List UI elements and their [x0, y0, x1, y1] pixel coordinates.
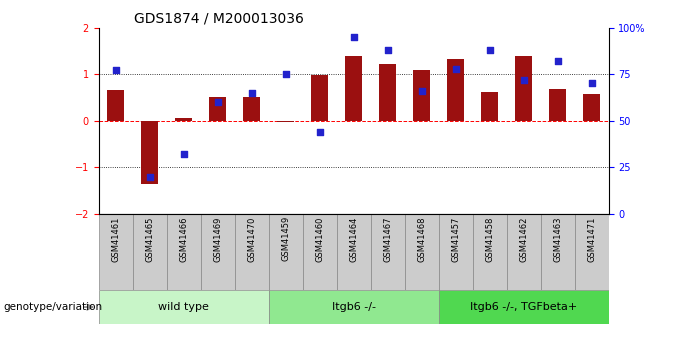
Point [144, 174, 155, 179]
Bar [413, 70, 430, 121]
Bar [515, 57, 532, 121]
Bar [379, 64, 396, 121]
Text: GSM41471: GSM41471 [587, 216, 596, 262]
Bar [311, 75, 328, 121]
Text: Itgb6 -/-: Itgb6 -/- [332, 302, 375, 312]
Bar [473, 214, 507, 290]
Bar [133, 214, 167, 290]
Point [110, 68, 121, 73]
Bar [481, 92, 498, 121]
Point [314, 129, 325, 135]
Text: GSM41466: GSM41466 [179, 216, 188, 262]
Text: GDS1874 / M200013036: GDS1874 / M200013036 [135, 11, 304, 25]
Text: GSM41462: GSM41462 [519, 216, 528, 262]
Bar [371, 214, 405, 290]
Point [280, 71, 291, 77]
Text: GSM41457: GSM41457 [451, 216, 460, 262]
Text: GSM41459: GSM41459 [281, 216, 290, 262]
Bar [201, 214, 235, 290]
Text: Itgb6 -/-, TGFbeta+: Itgb6 -/-, TGFbeta+ [470, 302, 577, 312]
Point [382, 47, 393, 53]
Text: GSM41470: GSM41470 [247, 216, 256, 262]
Text: GSM41458: GSM41458 [485, 216, 494, 262]
Text: GSM41464: GSM41464 [349, 216, 358, 262]
Bar [107, 90, 124, 121]
Bar [337, 214, 371, 290]
Text: GSM41469: GSM41469 [213, 216, 222, 262]
Bar [269, 290, 439, 324]
Text: GSM41467: GSM41467 [383, 216, 392, 262]
Point [416, 88, 427, 94]
Text: genotype/variation: genotype/variation [3, 302, 103, 312]
Bar [209, 97, 226, 121]
Bar [269, 214, 303, 290]
Bar [141, 121, 158, 184]
Point [586, 81, 597, 86]
Text: GSM41463: GSM41463 [553, 216, 562, 262]
Text: GSM41461: GSM41461 [111, 216, 120, 262]
Point [518, 77, 529, 82]
Point [246, 90, 257, 96]
Bar [405, 214, 439, 290]
Point [484, 47, 495, 53]
Bar [439, 290, 609, 324]
Bar [303, 214, 337, 290]
Bar [345, 57, 362, 121]
Bar [541, 214, 575, 290]
Point [552, 58, 563, 64]
Bar [277, 121, 294, 122]
Bar [99, 290, 269, 324]
Bar [235, 214, 269, 290]
Bar [583, 94, 600, 121]
Bar [243, 97, 260, 121]
Bar [549, 89, 566, 121]
Bar [447, 59, 464, 121]
Text: GSM41465: GSM41465 [145, 216, 154, 262]
Bar [175, 118, 192, 121]
Bar [99, 214, 133, 290]
Point [450, 66, 461, 71]
Text: GSM41460: GSM41460 [315, 216, 324, 262]
Point [178, 151, 189, 157]
Bar [167, 214, 201, 290]
Point [212, 99, 223, 105]
Bar [439, 214, 473, 290]
Bar [575, 214, 609, 290]
Text: GSM41468: GSM41468 [417, 216, 426, 262]
Bar [507, 214, 541, 290]
Text: wild type: wild type [158, 302, 209, 312]
Point [348, 34, 359, 40]
